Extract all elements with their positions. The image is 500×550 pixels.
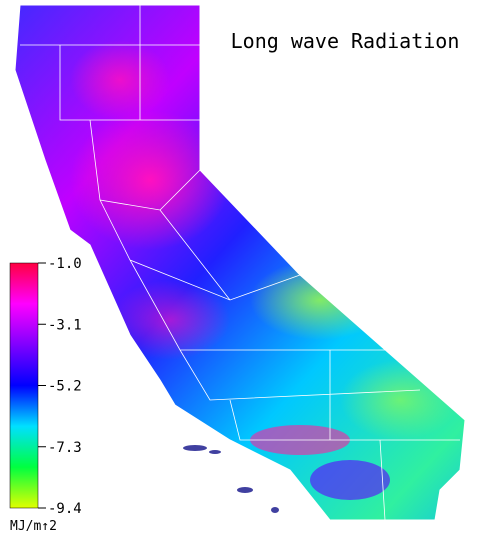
colorbar-tick-label: -7.3 bbox=[48, 440, 82, 456]
colorbar-tick-label: -3.1 bbox=[48, 317, 82, 333]
map-title: Long wave Radiation bbox=[231, 29, 460, 53]
colorbar-tick-label: -9.4 bbox=[48, 501, 82, 517]
state-outline bbox=[14, 4, 466, 521]
colorbar bbox=[9, 262, 39, 509]
county-lines bbox=[20, 5, 460, 521]
colorbar-tick-label: -5.2 bbox=[48, 379, 82, 395]
colorbar-unit: MJ/m↑2 bbox=[10, 519, 57, 534]
colorbar-tick-label: -1.0 bbox=[48, 256, 82, 272]
islands bbox=[183, 445, 279, 513]
